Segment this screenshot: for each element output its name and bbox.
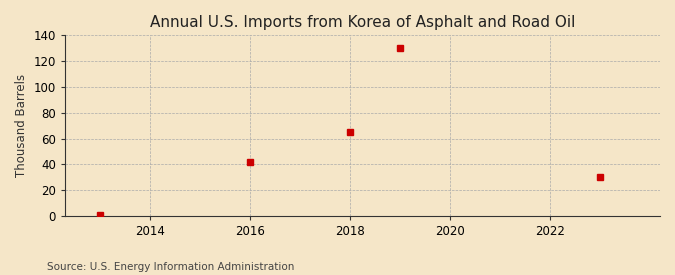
Y-axis label: Thousand Barrels: Thousand Barrels [15,74,28,177]
Text: Source: U.S. Energy Information Administration: Source: U.S. Energy Information Administ… [47,262,294,272]
Title: Annual U.S. Imports from Korea of Asphalt and Road Oil: Annual U.S. Imports from Korea of Asphal… [150,15,575,30]
